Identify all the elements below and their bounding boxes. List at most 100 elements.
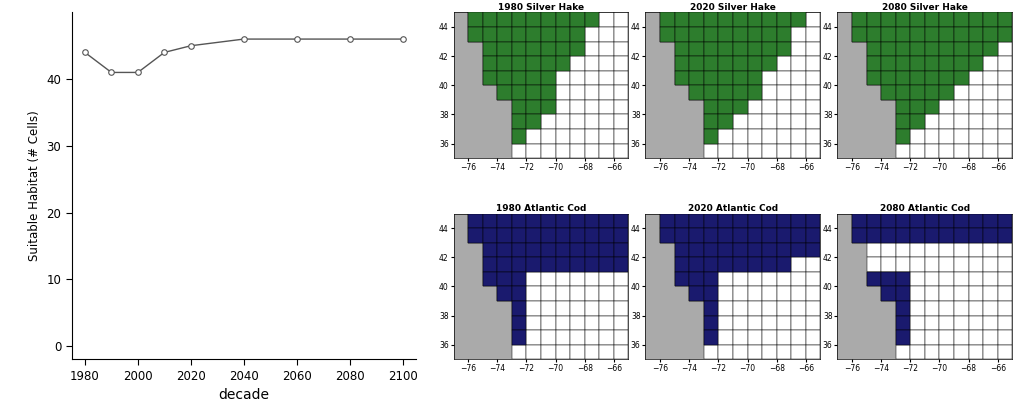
Bar — [512, 56, 526, 71]
Bar — [541, 272, 556, 287]
Bar — [748, 114, 762, 129]
Bar — [939, 228, 954, 243]
Bar — [896, 71, 910, 85]
Bar — [882, 272, 896, 287]
Bar — [585, 272, 599, 287]
Bar — [526, 27, 541, 42]
Bar — [556, 345, 570, 359]
Bar — [498, 272, 512, 287]
Bar — [866, 257, 882, 272]
Bar — [997, 214, 1013, 228]
Bar — [512, 12, 526, 27]
Bar — [954, 287, 969, 301]
Bar — [512, 330, 526, 345]
Bar — [762, 114, 776, 129]
Bar — [703, 287, 719, 301]
Bar — [939, 42, 954, 56]
Bar — [733, 42, 748, 56]
Bar — [585, 243, 599, 257]
Bar — [969, 330, 983, 345]
Bar — [703, 228, 719, 243]
Bar — [748, 71, 762, 85]
Bar — [498, 56, 512, 71]
Bar — [599, 272, 613, 287]
Bar — [910, 330, 925, 345]
Bar — [925, 287, 939, 301]
Bar — [748, 301, 762, 316]
Title: 2080 Atlantic Cod: 2080 Atlantic Cod — [880, 204, 970, 213]
Bar — [719, 228, 733, 243]
Bar — [954, 272, 969, 287]
Bar — [776, 12, 792, 27]
Bar — [762, 85, 776, 100]
Bar — [675, 243, 689, 257]
Bar — [660, 228, 675, 243]
Bar — [762, 144, 776, 158]
Bar — [896, 214, 910, 228]
Bar — [882, 243, 896, 257]
Bar — [660, 12, 675, 27]
Bar — [541, 85, 556, 100]
Bar — [526, 56, 541, 71]
Bar — [689, 272, 703, 287]
Bar — [776, 287, 792, 301]
Bar — [969, 42, 983, 56]
Bar — [882, 27, 896, 42]
Bar — [748, 42, 762, 56]
Bar — [675, 12, 689, 27]
Bar — [482, 228, 498, 243]
Bar — [776, 257, 792, 272]
Bar — [719, 12, 733, 27]
Bar — [806, 228, 820, 243]
Bar — [776, 27, 792, 42]
Bar — [866, 71, 882, 85]
Bar — [896, 129, 910, 144]
Bar — [733, 85, 748, 100]
Bar — [983, 114, 997, 129]
Bar — [482, 257, 498, 272]
Bar — [482, 71, 498, 85]
Bar — [512, 85, 526, 100]
Bar — [675, 257, 689, 272]
Bar — [570, 214, 585, 228]
Bar — [585, 287, 599, 301]
Bar — [675, 272, 689, 287]
Title: 1980 Silver Hake: 1980 Silver Hake — [498, 2, 584, 12]
Bar — [599, 214, 613, 228]
Bar — [792, 301, 806, 316]
Bar — [882, 12, 896, 27]
Bar — [512, 257, 526, 272]
Bar — [689, 71, 703, 85]
Bar — [954, 56, 969, 71]
Bar — [896, 316, 910, 330]
Bar — [910, 114, 925, 129]
Bar — [954, 316, 969, 330]
Bar — [570, 12, 585, 27]
Bar — [954, 345, 969, 359]
Bar — [969, 144, 983, 158]
Bar — [689, 214, 703, 228]
Bar — [719, 100, 733, 114]
Bar — [512, 316, 526, 330]
Bar — [939, 12, 954, 27]
Bar — [613, 301, 629, 316]
Bar — [585, 114, 599, 129]
Bar — [468, 214, 482, 228]
Bar — [719, 243, 733, 257]
Bar — [526, 257, 541, 272]
Bar — [852, 12, 866, 27]
Bar — [512, 214, 526, 228]
Bar — [954, 71, 969, 85]
Bar — [983, 85, 997, 100]
Bar — [703, 243, 719, 257]
Bar — [512, 301, 526, 316]
Bar — [482, 42, 498, 56]
Bar — [556, 228, 570, 243]
Bar — [599, 243, 613, 257]
Bar — [660, 214, 675, 228]
Bar — [689, 228, 703, 243]
Bar — [748, 272, 762, 287]
Bar — [852, 27, 866, 42]
Bar — [599, 228, 613, 243]
Bar — [512, 42, 526, 56]
